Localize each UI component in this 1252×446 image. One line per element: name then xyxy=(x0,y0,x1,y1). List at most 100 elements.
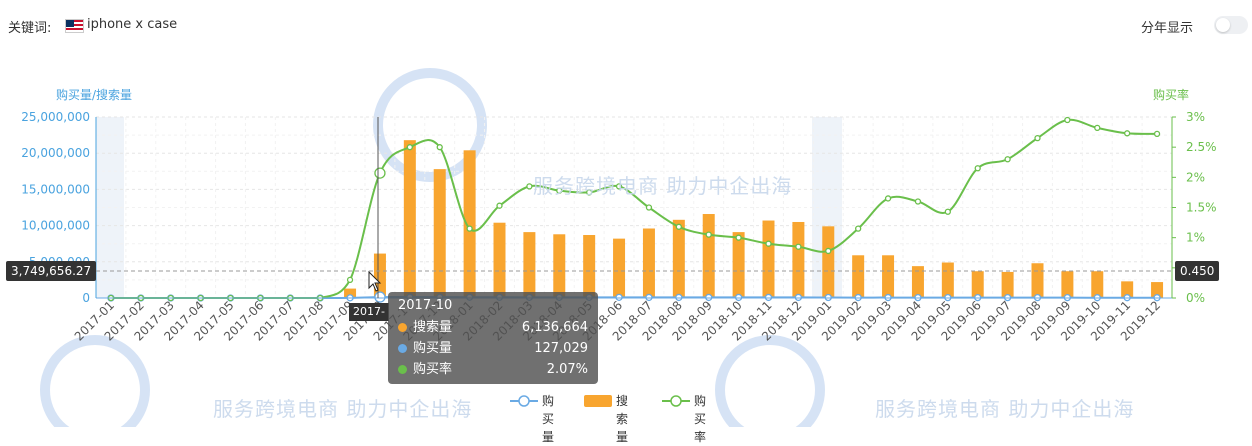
bar-search-volume xyxy=(971,271,984,298)
bar-search-volume xyxy=(762,220,775,298)
bar-search-volume xyxy=(463,150,476,298)
right-tick-label: 1% xyxy=(1186,231,1205,245)
bar-search-volume xyxy=(613,238,626,298)
tooltip-series-value: 127,029 xyxy=(534,341,588,356)
watermark-text: 服务跨境电商 助力中企出海 xyxy=(875,397,1135,421)
keyword-value: iphone x case xyxy=(87,17,178,32)
legend-label: 购买率 xyxy=(694,394,707,444)
point-purchase-rate xyxy=(556,187,563,194)
bar-search-volume xyxy=(583,235,596,298)
point-purchase-rate xyxy=(974,165,981,172)
point-purchase-volume xyxy=(794,293,803,302)
point-purchase-rate xyxy=(1094,124,1101,132)
bar-search-volume xyxy=(523,232,536,298)
point-purchase-rate xyxy=(526,183,533,190)
chart-tooltip: 2017-10 搜索量 6,136,664 购买量 127,029 购买率 2.… xyxy=(388,292,598,384)
left-tick-label: 20,000,000 xyxy=(21,146,90,160)
point-purchase-rate xyxy=(795,243,802,250)
axes: 05,000,00010,000,00015,000,00020,000,000… xyxy=(21,110,1216,344)
point-purchase-rate xyxy=(1004,156,1011,163)
tooltip-row: 购买量 127,029 xyxy=(398,338,588,359)
point-purchase-rate xyxy=(1034,134,1041,142)
point-purchase-rate xyxy=(705,231,712,238)
bar-search-volume xyxy=(642,228,655,298)
x-axis-pointer-label: 2017- xyxy=(349,303,389,321)
point-purchase-volume xyxy=(705,293,713,302)
bar-search-volume xyxy=(493,222,506,298)
watermark-globe-icon xyxy=(715,335,825,427)
bar-search-volume xyxy=(672,219,685,298)
toggle-knob xyxy=(1216,18,1230,32)
point-purchase-rate xyxy=(406,144,413,151)
watermark-globe-icon xyxy=(40,335,150,427)
bar-search-volume xyxy=(1091,271,1104,298)
grid xyxy=(95,116,1173,299)
tooltip-dot-icon xyxy=(398,365,407,374)
point-purchase-volume xyxy=(734,293,743,302)
right-tick-label: 1.5% xyxy=(1186,201,1217,215)
point-purchase-rate xyxy=(436,144,443,151)
us-flag-icon xyxy=(65,19,84,33)
bar-search-volume xyxy=(344,288,357,298)
tooltip-series-name: 购买量 xyxy=(413,341,453,356)
point-purchase-volume xyxy=(675,293,683,302)
point-purchase-rate xyxy=(1124,130,1131,137)
bar-search-volume xyxy=(852,255,865,298)
toolbar: 关键词: iphone x case 分年显示 xyxy=(0,0,1252,50)
point-purchase-rate xyxy=(825,247,832,255)
bar-search-volume xyxy=(1121,281,1134,298)
watermark-text: 服务跨境电商 助力中企出海 xyxy=(533,174,793,198)
point-purchase-rate xyxy=(914,198,922,205)
left-axis-title: 购买量/搜索量 xyxy=(56,87,132,102)
point-purchase-rate xyxy=(855,225,862,232)
mouse-cursor-icon xyxy=(368,270,382,292)
point-purchase-rate xyxy=(374,167,386,179)
point-purchase-volume xyxy=(374,291,386,303)
tooltip-series-name: 购买率 xyxy=(413,362,453,377)
left-axis-pointer-label: 3,749,656.27 xyxy=(6,261,97,281)
point-purchase-rate xyxy=(645,204,653,211)
bar-search-volume xyxy=(882,255,895,298)
tooltip-row: 购买率 2.07% xyxy=(398,359,588,380)
legend-line-circle-icon xyxy=(510,395,538,407)
bar-search-volume xyxy=(911,266,924,298)
right-tick-label: 2.5% xyxy=(1186,140,1217,154)
year-toggle-switch[interactable] xyxy=(1214,16,1248,34)
tooltip-title: 2017-10 xyxy=(398,298,453,313)
tooltip-series-name: 搜索量 xyxy=(413,320,453,335)
point-purchase-rate xyxy=(735,234,742,241)
bar-search-volume xyxy=(1001,271,1014,298)
point-purchase-volume xyxy=(615,293,623,301)
left-tick-label: 25,000,000 xyxy=(21,110,90,124)
left-tick-label: 10,000,000 xyxy=(21,219,90,233)
point-purchase-volume xyxy=(764,293,773,302)
point-purchase-rate xyxy=(1153,130,1161,138)
legend-label: 购买量 xyxy=(542,394,555,444)
point-purchase-rate xyxy=(496,202,503,209)
watermark-text: 服务跨境电商 助力中企出海 xyxy=(213,397,473,421)
year-toggle-label: 分年显示 xyxy=(1141,21,1194,36)
bar-search-volume xyxy=(792,221,805,298)
point-purchase-rate xyxy=(466,225,473,232)
bar-search-volume xyxy=(941,262,954,298)
point-purchase-rate xyxy=(884,195,892,202)
combo-chart: 05,000,00010,000,00015,000,00020,000,000… xyxy=(21,68,1217,427)
right-axis-pointer-label: 0.450 xyxy=(1175,261,1220,281)
bar-search-volume xyxy=(822,226,835,298)
tooltip-series-value: 6,136,664 xyxy=(521,320,588,335)
left-tick-label: 15,000,000 xyxy=(21,182,90,196)
bar-search-volume xyxy=(1151,282,1164,298)
tooltip-dot-icon xyxy=(398,344,407,353)
point-purchase-volume xyxy=(645,293,653,302)
right-axis-title: 购买率 xyxy=(1153,87,1189,102)
point-purchase-volume xyxy=(824,293,832,302)
tooltip-row: 搜索量 6,136,664 xyxy=(398,317,588,338)
tooltip-dot-icon xyxy=(398,323,407,332)
point-purchase-rate xyxy=(765,240,772,247)
bar-search-volume xyxy=(732,232,745,298)
point-purchase-rate xyxy=(586,189,593,196)
left-tick-label: 0 xyxy=(82,291,90,305)
legend-line-circle-icon xyxy=(662,395,690,407)
bar-search-volume xyxy=(403,140,416,298)
bar-search-volume xyxy=(433,169,446,298)
